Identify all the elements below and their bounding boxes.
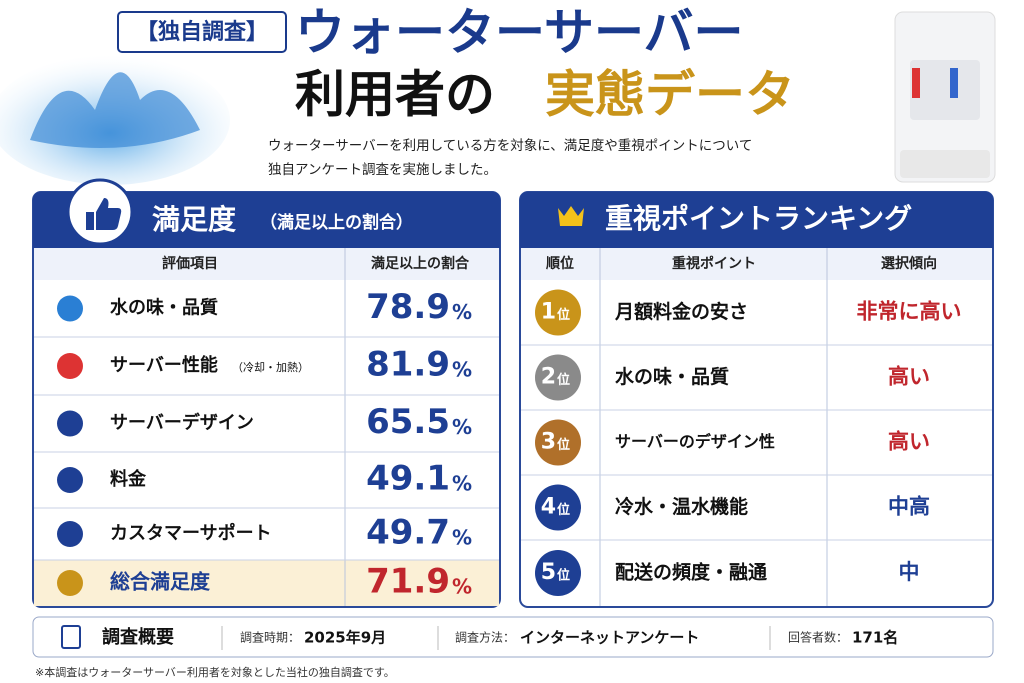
summary-value: 2025年9月: [304, 629, 386, 647]
column-header: 満足以上の割合: [371, 255, 470, 272]
rank-suffix: 位: [557, 372, 570, 388]
title-line1: ウォーターサーバー: [295, 4, 744, 62]
row-icon: [57, 521, 83, 547]
rank-number: 4: [541, 495, 556, 520]
row-icon: [57, 295, 83, 322]
row-icon: [57, 467, 83, 493]
row-unit: %: [452, 526, 472, 550]
row-label: 総合満足度: [110, 570, 211, 594]
title-line2b: 実態データ: [545, 66, 795, 124]
rank-point: サーバーのデザイン性: [615, 432, 775, 451]
row-label: 料金: [110, 468, 147, 490]
rank-number: 2: [541, 365, 556, 390]
rank-suffix: 位: [557, 307, 570, 323]
title-line2a: 利用者の: [295, 66, 495, 124]
summary-label: 調査時期：: [240, 631, 300, 645]
rank-badge: [535, 484, 581, 531]
column-header: 順位: [546, 255, 574, 272]
row-label: カスタマーサポート: [110, 522, 272, 544]
panel-title: 重視ポイントランキング: [605, 202, 912, 235]
rank-trend: 高い: [888, 430, 930, 454]
crown-icon: [558, 206, 584, 226]
rank-number: 1: [541, 300, 556, 325]
rank-number: 3: [541, 430, 556, 455]
column-header: 選択傾向: [881, 255, 937, 272]
description: ウォーターサーバーを利用している方を対象に、満足度や重視ポイントについて: [268, 138, 752, 154]
summary-label: 調査方法：: [455, 630, 515, 645]
row-icon: [57, 570, 83, 596]
row-unit: %: [452, 415, 472, 439]
rank-trend: 高い: [888, 365, 930, 389]
rank-trend: 中高: [888, 495, 930, 519]
tag-box: [117, 11, 287, 53]
column-header: 評価項目: [162, 255, 218, 272]
rank-suffix: 位: [557, 502, 570, 518]
row-value: 49.1: [366, 459, 450, 499]
panel-title: 満足度: [152, 203, 236, 236]
row-value: 78.9: [366, 287, 450, 327]
row-value: 65.5: [366, 402, 450, 442]
water-server-image: [894, 11, 996, 183]
footnote: ※本調査はウォーターサーバー利用者を対象とした当社の独自調査です。: [35, 665, 395, 679]
row-unit: %: [452, 472, 472, 496]
row-unit: %: [452, 575, 472, 599]
summary-value: 171名: [852, 629, 898, 647]
ranking-rows: 1 位月額料金の安さ 非常に高い2 位水の味・品質 高い3 位サーバーのデザイン性 高い4 位…: [521, 289, 992, 596]
row-label: サーバー性能: [110, 354, 218, 376]
rank-point: 冷水・温水機能: [615, 495, 748, 518]
total-row-bg: [34, 560, 499, 606]
rank-badge: [535, 354, 581, 401]
tag: 【独自調査】: [136, 19, 268, 45]
row-label: サーバーデザイン: [110, 412, 254, 434]
rank-point: 水の味・品質: [615, 365, 729, 388]
column-header: 重視ポイント: [672, 255, 756, 272]
rank-trend: 中: [899, 560, 920, 584]
row-label: 水の味・品質: [110, 297, 218, 319]
rank-number: 5: [541, 560, 556, 585]
rank-badge: [535, 289, 581, 336]
water-splash-shape: [30, 72, 200, 148]
row-value: 81.9: [366, 345, 450, 385]
clipboard-icon: [61, 625, 81, 649]
rank-point: 月額料金の安さ: [614, 300, 748, 323]
panel-header: [520, 192, 993, 248]
column-header-row: [34, 248, 499, 280]
rank-trend: 非常に高い: [857, 300, 962, 324]
row-icon: [57, 410, 83, 437]
row-unit: %: [452, 300, 472, 324]
summary-title: 調査概要: [102, 626, 174, 648]
rank-badge: [535, 550, 581, 596]
summary-box: [32, 616, 994, 658]
rank-badge: [535, 419, 581, 466]
satisfaction-rows: 水の味・品質 78.9 % サーバー性能 （冷却・加熱） 81.9 % サーバーデザイン 65.…: [34, 287, 499, 602]
row-note: （冷却・加熱）: [232, 361, 309, 374]
row-value: 49.7: [366, 513, 450, 553]
panel-header: [33, 192, 500, 248]
thumb-shape: [86, 198, 122, 230]
rank-suffix: 位: [557, 437, 570, 453]
summary-value: インターネットアンケート: [520, 629, 699, 647]
row-value: 71.9: [366, 562, 450, 602]
summary-label: 回答者数：: [788, 630, 848, 645]
panel-subtitle: （満足以上の割合）: [260, 212, 413, 233]
row-icon: [57, 353, 83, 379]
rank-point: 配送の頻度・融通: [615, 561, 768, 584]
row-unit: %: [452, 358, 472, 382]
rank-suffix: 位: [557, 568, 570, 584]
description: 独自アンケート調査を実施しました。: [268, 162, 497, 178]
